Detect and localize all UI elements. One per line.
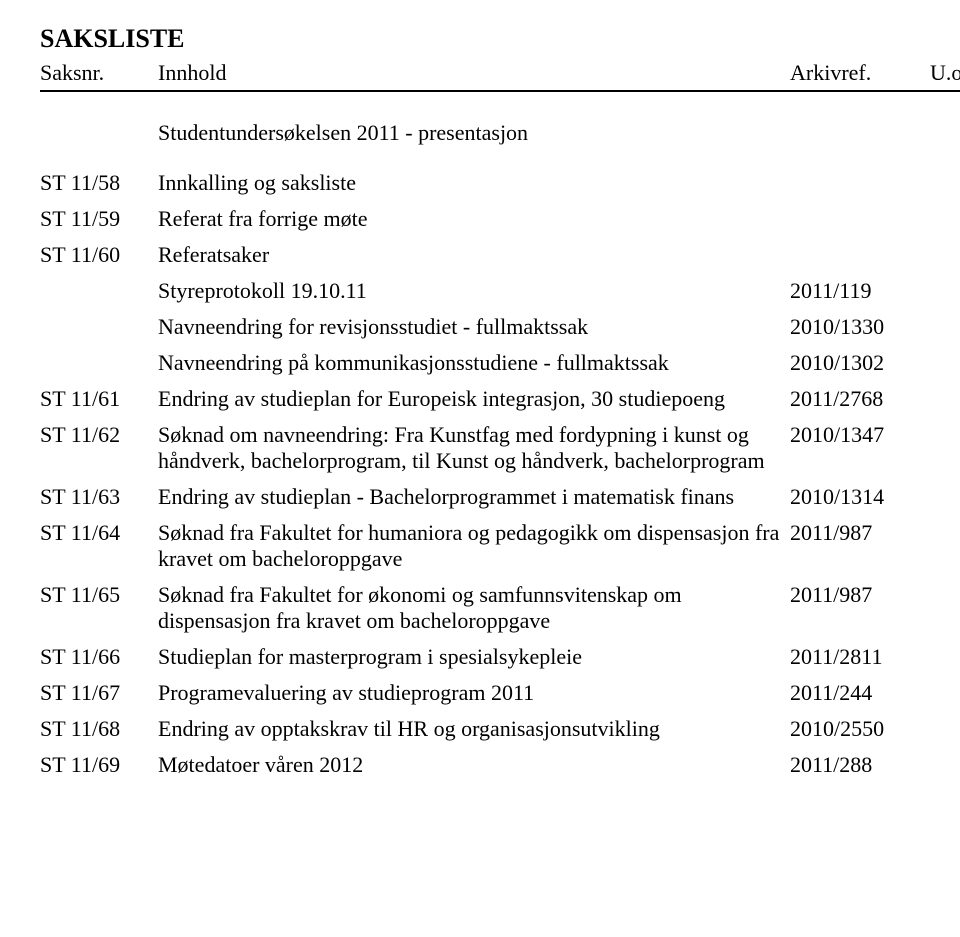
cell-innhold: Navneendring for revisjonsstudiet - full…	[158, 314, 790, 340]
table-row: ST 11/64 Søknad fra Fakultet for humanio…	[40, 520, 960, 572]
table-header-row: Saksnr. Innhold Arkivref. U.off.	[40, 60, 960, 92]
cell-arkivref: 2011/987	[790, 520, 930, 546]
cell-arkivref: 2011/119	[790, 278, 930, 304]
rows-container: ST 11/58 Innkalling og saksliste ST 11/5…	[40, 170, 960, 778]
cell-innhold: Endring av studieplan - Bachelorprogramm…	[158, 484, 790, 510]
header-innhold: Innhold	[158, 60, 790, 86]
cell-innhold: Referatsaker	[158, 242, 790, 268]
header-uoff: U.off.	[930, 60, 960, 86]
cell-saksnr: ST 11/59	[40, 206, 158, 232]
cell-innhold: Søknad om navneendring: Fra Kunstfag med…	[158, 422, 790, 474]
cell-saksnr: ST 11/67	[40, 680, 158, 706]
table-row: ST 11/67 Programevaluering av studieprog…	[40, 680, 960, 706]
cell-innhold: Navneendring på kommunikasjonsstudiene -…	[158, 350, 790, 376]
cell-innhold: Endring av opptakskrav til HR og organis…	[158, 716, 790, 742]
header-arkivref: Arkivref.	[790, 60, 930, 86]
table-row: ST 11/61 Endring av studieplan for Europ…	[40, 386, 960, 412]
table-row: ST 11/62 Søknad om navneendring: Fra Kun…	[40, 422, 960, 474]
cell-innhold: Styreprotokoll 19.10.11	[158, 278, 790, 304]
cell-arkivref: 2010/1330	[790, 314, 930, 340]
cell-arkivref: 2010/1302	[790, 350, 930, 376]
cell-innhold: Møtedatoer våren 2012	[158, 752, 790, 778]
cell-arkivref: 2011/2768	[790, 386, 930, 412]
table-row: ST 11/60 Referatsaker	[40, 242, 960, 268]
table-row: ST 11/69 Møtedatoer våren 2012 2011/288	[40, 752, 960, 778]
cell-saksnr: ST 11/65	[40, 582, 158, 608]
cell-saksnr: ST 11/62	[40, 422, 158, 448]
table-row: Navneendring på kommunikasjonsstudiene -…	[40, 350, 960, 376]
cell-innhold: Søknad fra Fakultet for humaniora og ped…	[158, 520, 790, 572]
cell-arkivref: 2011/987	[790, 582, 930, 608]
table-row: ST 11/59 Referat fra forrige møte	[40, 206, 960, 232]
cell-saksnr: ST 11/61	[40, 386, 158, 412]
table-row: ST 11/63 Endring av studieplan - Bachelo…	[40, 484, 960, 510]
student-line: Studentundersøkelsen 2011 - presentasjon	[158, 120, 960, 146]
table-row: ST 11/65 Søknad fra Fakultet for økonomi…	[40, 582, 960, 634]
cell-saksnr: ST 11/68	[40, 716, 158, 742]
cell-saksnr: ST 11/69	[40, 752, 158, 778]
cell-innhold: Innkalling og saksliste	[158, 170, 790, 196]
cell-innhold: Programevaluering av studieprogram 2011	[158, 680, 790, 706]
cell-innhold: Studieplan for masterprogram i spesialsy…	[158, 644, 790, 670]
cell-arkivref: 2011/244	[790, 680, 930, 706]
table-row: ST 11/68 Endring av opptakskrav til HR o…	[40, 716, 960, 742]
cell-saksnr: ST 11/60	[40, 242, 158, 268]
table-row: Styreprotokoll 19.10.11 2011/119	[40, 278, 960, 304]
cell-arkivref: 2010/2550	[790, 716, 930, 742]
cell-arkivref: 2011/288	[790, 752, 930, 778]
cell-arkivref: 2010/1347	[790, 422, 930, 448]
cell-saksnr: ST 11/64	[40, 520, 158, 546]
cell-innhold: Referat fra forrige møte	[158, 206, 790, 232]
cell-saksnr: ST 11/58	[40, 170, 158, 196]
table-row: ST 11/66 Studieplan for masterprogram i …	[40, 644, 960, 670]
table-row: ST 11/58 Innkalling og saksliste	[40, 170, 960, 196]
cell-arkivref: 2010/1314	[790, 484, 930, 510]
cell-saksnr: ST 11/63	[40, 484, 158, 510]
cell-innhold: Endring av studieplan for Europeisk inte…	[158, 386, 790, 412]
cell-arkivref: 2011/2811	[790, 644, 930, 670]
header-saksnr: Saksnr.	[40, 60, 158, 86]
table-row: Navneendring for revisjonsstudiet - full…	[40, 314, 960, 340]
page-title: SAKSLISTE	[40, 24, 960, 54]
cell-innhold: Søknad fra Fakultet for økonomi og samfu…	[158, 582, 790, 634]
cell-saksnr: ST 11/66	[40, 644, 158, 670]
